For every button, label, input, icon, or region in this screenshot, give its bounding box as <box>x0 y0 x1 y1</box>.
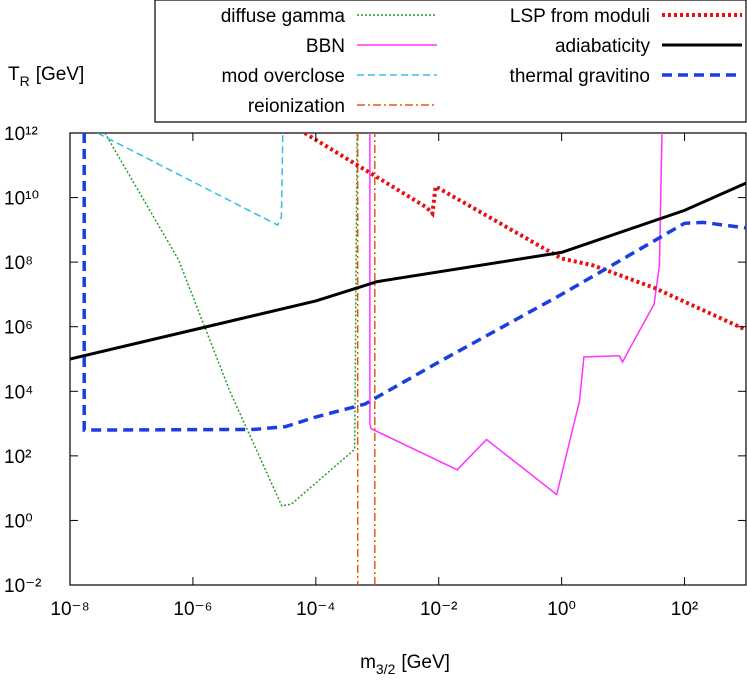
x-label-symbol: m <box>360 652 376 673</box>
plot-frame <box>69 132 747 586</box>
legend-label: diffuse gamma <box>221 6 346 27</box>
y-tick-label: 10⁴ <box>4 382 33 403</box>
y-label-subscript: R <box>20 73 30 89</box>
y-label-unit: [GeV] <box>36 64 85 85</box>
legend-label: adiabaticity <box>555 36 651 57</box>
series-line <box>82 133 746 432</box>
x-tick-label: 10⁻⁸ <box>50 599 89 620</box>
y-tick-label: 10⁰ <box>4 511 33 532</box>
y-tick-label: 10² <box>4 447 31 468</box>
series-line <box>104 133 358 507</box>
x-tick-label: 10⁻⁴ <box>296 599 335 620</box>
legend-label: mod overclose <box>221 66 345 87</box>
series-line <box>303 133 746 332</box>
y-tick-label: 10¹² <box>4 124 38 145</box>
x-tick-label: 10² <box>671 599 698 620</box>
x-axis-label: m3/2 [GeV] <box>360 652 450 677</box>
legend-label: reionization <box>248 96 345 117</box>
legend-label: thermal gravitino <box>510 66 650 87</box>
x-tick-label: 10⁻⁶ <box>173 599 212 620</box>
legend-label: LSP from moduli <box>510 6 650 27</box>
y-label-symbol: T <box>8 64 20 85</box>
y-axis-label: TR [GeV] <box>8 64 84 89</box>
x-tick-label: 10⁰ <box>547 599 576 620</box>
y-tick-label: 10⁸ <box>4 253 33 274</box>
curves <box>70 133 746 585</box>
x-tick-label: 10⁻² <box>420 599 458 620</box>
x-label-subscript: 3/2 <box>376 661 396 677</box>
legend-box <box>154 0 747 123</box>
series-line <box>97 133 284 227</box>
y-tick-label: 10¹⁰ <box>4 189 39 210</box>
series-line <box>356 133 376 585</box>
y-tick-label: 10⁻² <box>4 576 42 597</box>
y-tick-label: 10⁶ <box>4 318 33 339</box>
series-line <box>369 133 663 496</box>
series-line <box>70 181 746 361</box>
legend-label: BBN <box>306 36 345 57</box>
x-label-unit: [GeV] <box>401 652 450 673</box>
